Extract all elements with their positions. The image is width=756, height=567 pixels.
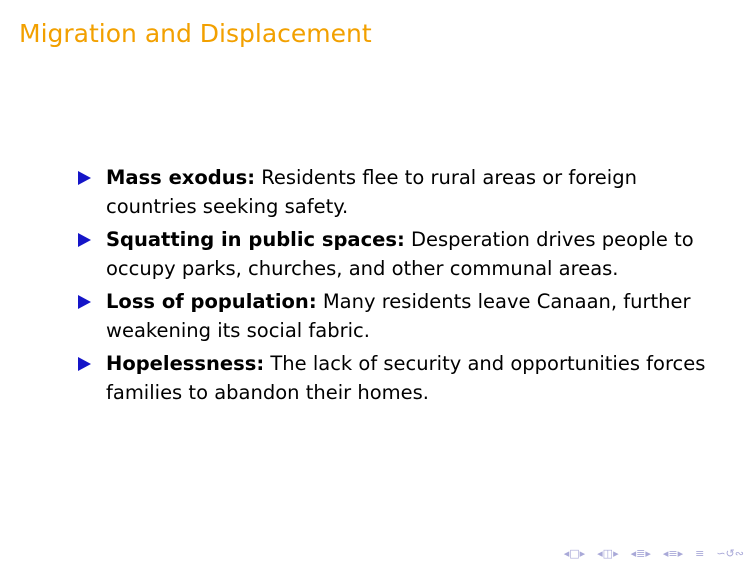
bullet-text: Many residents leave Canaan, further wea…	[106, 290, 691, 342]
nav-prev-section-icon[interactable]: ◂≣▸	[630, 547, 651, 560]
bullet-text: The lack of security and opportunities f…	[106, 352, 706, 404]
bullet-item: Mass exodus: Residents flee to rural are…	[78, 163, 718, 221]
bullet-triangle-icon	[78, 233, 91, 247]
nav-first-frame-icon[interactable]: ◂□▸	[563, 547, 586, 560]
bullet-triangle-icon	[78, 357, 91, 371]
bullet-triangle-icon	[78, 295, 91, 309]
bullet-item: Hopelessness: The lack of security and o…	[78, 349, 718, 407]
nav-prev-frame-icon[interactable]: ◂◫▸	[597, 547, 619, 560]
bullet-item: Squatting in public spaces: Desperation …	[78, 225, 718, 283]
bullet-triangle-icon	[78, 171, 91, 185]
bullet-item: Loss of population: Many residents leave…	[78, 287, 718, 345]
bullet-term: Mass exodus:	[106, 166, 256, 189]
beamer-navigation-bar: ◂□▸ ◂◫▸ ◂≣▸ ◂≡▸ ≡ ∽↺∾	[564, 547, 744, 561]
bullet-term: Loss of population:	[106, 290, 317, 313]
bullet-text: Residents flee to rural areas or foreign…	[106, 166, 637, 218]
bullet-term: Squatting in public spaces:	[106, 228, 405, 251]
nav-align-icon[interactable]: ≡	[695, 547, 705, 560]
bullet-term: Hopelessness:	[106, 352, 265, 375]
slide-title: Migration and Displacement	[19, 19, 372, 48]
bullet-text: Desperation drives people to occupy park…	[106, 228, 694, 280]
nav-search-icon[interactable]: ∽↺∾	[716, 547, 744, 560]
bullet-list: Mass exodus: Residents flee to rural are…	[78, 163, 718, 411]
nav-prev-subsection-icon[interactable]: ◂≡▸	[662, 547, 684, 560]
